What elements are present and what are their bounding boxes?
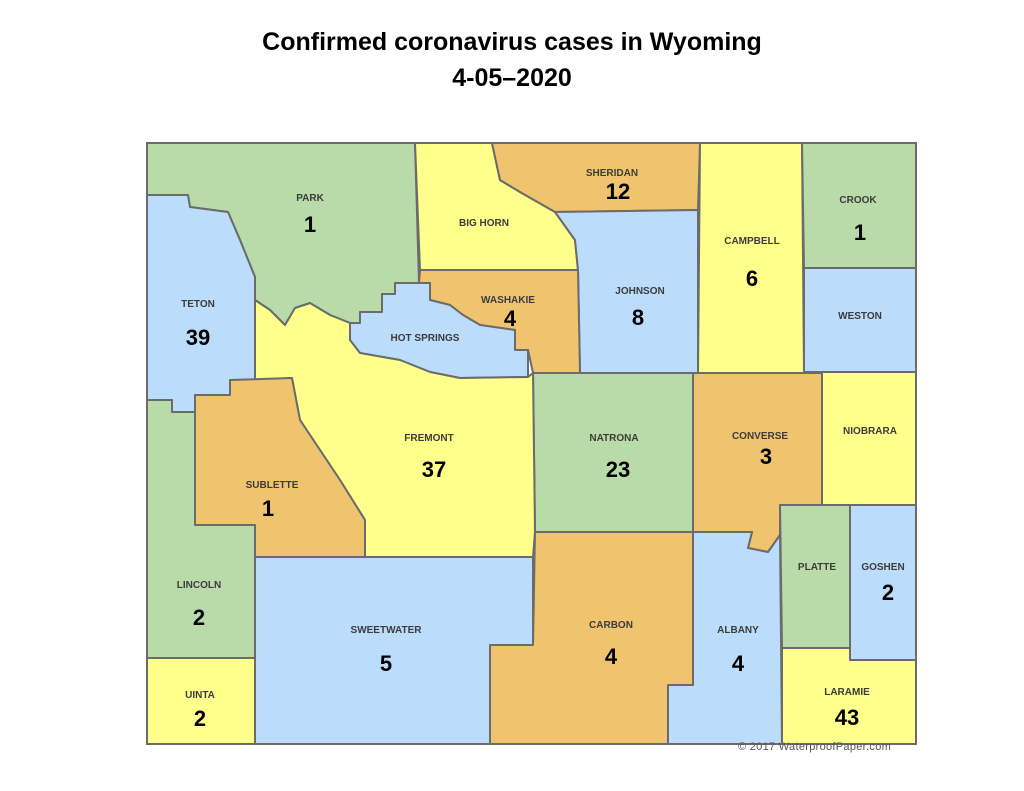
county-campbell: CAMPBELL 6 — [697, 142, 805, 374]
county-name-platte: PLATTE — [798, 562, 836, 573]
case-count-sweetwater: 5 — [380, 651, 392, 676]
case-count-fremont: 37 — [422, 457, 446, 482]
county-name-natrona: NATRONA — [589, 433, 638, 444]
case-count-lincoln: 2 — [193, 605, 205, 630]
case-count-johnson: 8 — [632, 305, 644, 330]
county-name-weston: WESTON — [838, 311, 882, 322]
county-shape-campbell — [697, 142, 805, 374]
county-name-washakie: WASHAKIE — [481, 295, 535, 306]
county-name-fremont: FREMONT — [404, 433, 453, 444]
county-name-sheridan: SHERIDAN — [586, 168, 638, 179]
county-shape-uinta — [146, 657, 256, 745]
case-count-albany: 4 — [732, 651, 745, 676]
map-title: Confirmed coronavirus cases in Wyoming — [262, 28, 762, 56]
case-count-goshen: 2 — [882, 580, 894, 605]
county-uinta: UINTA 2 — [146, 657, 256, 745]
county-weston: WESTON — [803, 267, 917, 373]
county-name-sublette: SUBLETTE — [246, 480, 299, 491]
county-goshen: GOSHEN 2 — [849, 504, 917, 661]
county-name-sweetwater: SWEETWATER — [351, 625, 423, 636]
county-name-johnson: JOHNSON — [615, 286, 664, 297]
county-name-lincoln: LINCOLN — [177, 580, 221, 591]
county-name-laramie: LARAMIE — [824, 687, 870, 698]
case-count-carbon: 4 — [605, 644, 618, 669]
case-count-campbell: 6 — [746, 266, 758, 291]
map-date: 4-05–2020 — [452, 64, 572, 92]
county-laramie: LARAMIE 43 — [781, 647, 917, 745]
county-name-niobrara: NIOBRARA — [843, 426, 897, 437]
county-name-albany: ALBANY — [717, 625, 759, 636]
county-name-converse: CONVERSE — [732, 431, 788, 442]
county-name-campbell: CAMPBELL — [724, 236, 780, 247]
county-crook: CROOK 1 — [801, 142, 917, 269]
case-count-sheridan: 12 — [606, 179, 630, 204]
county-shape-natrona — [532, 372, 694, 533]
case-count-converse: 3 — [760, 444, 772, 469]
county-name-hot-springs: HOT SPRINGS — [391, 333, 460, 344]
county-platte: PLATTE — [779, 504, 851, 649]
case-count-uinta: 2 — [194, 706, 206, 731]
county-name-park: PARK — [296, 193, 324, 204]
county-name-teton: TETON — [181, 299, 215, 310]
case-count-laramie: 43 — [835, 705, 859, 730]
county-niobrara: NIOBRARA — [821, 371, 917, 506]
county-name-goshen: GOSHEN — [861, 562, 904, 573]
case-count-sublette: 1 — [262, 496, 274, 521]
case-count-park: 1 — [304, 212, 316, 237]
copyright: © 2017 WaterproofPaper.com — [738, 741, 892, 753]
case-count-natrona: 23 — [606, 457, 630, 482]
county-name-carbon: CARBON — [589, 620, 633, 631]
county-name-big-horn: BIG HORN — [459, 218, 509, 229]
county-natrona: NATRONA 23 — [532, 372, 694, 533]
case-count-teton: 39 — [186, 325, 210, 350]
case-count-washakie: 4 — [504, 306, 517, 331]
county-name-uinta: UINTA — [185, 690, 215, 701]
county-shape-niobrara — [821, 371, 917, 506]
county-name-crook: CROOK — [839, 195, 877, 206]
case-count-crook: 1 — [854, 220, 866, 245]
county-shape-platte — [779, 504, 851, 649]
state-outline — [146, 142, 917, 745]
